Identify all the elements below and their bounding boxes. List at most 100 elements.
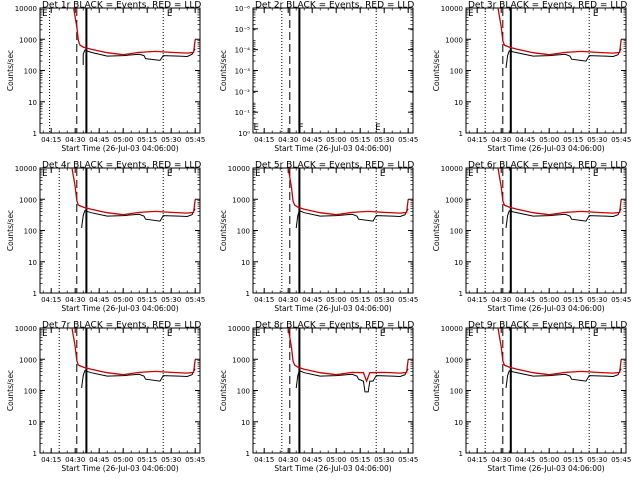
y-tick-label: 10000 xyxy=(15,325,37,333)
x-tick-label: 05:45 xyxy=(185,296,205,304)
series-line-events xyxy=(295,368,409,393)
y-tick-label: 1 xyxy=(459,290,463,298)
panel-title: Det 3r BLACK = Events, RED = LLD xyxy=(468,1,627,11)
panel-det-9: Det 9r BLACK = Events, RED = LLD Counts/s… xyxy=(432,321,631,474)
panel-title: Det 6r BLACK = Events, RED = LLD xyxy=(468,161,627,171)
x-tick-label: 04:30 xyxy=(491,456,511,464)
y-tick-label: 1 xyxy=(246,290,250,298)
plot-frame xyxy=(39,7,201,134)
series-line-events xyxy=(81,208,196,229)
x-tick-label: 05:00 xyxy=(326,296,346,304)
x-tick-label: 05:15 xyxy=(137,456,157,464)
x-tick-label: 04:30 xyxy=(65,456,85,464)
x-tick-label: 04:45 xyxy=(515,296,535,304)
y-axis-label: Counts/sec xyxy=(219,210,228,251)
x-axis-label: Start Time (26-Jul-03 04:06:00) xyxy=(274,464,391,473)
panel-title: Det 1r BLACK = Events, RED = LLD xyxy=(42,1,201,11)
panel-title: Det 7r BLACK = Events, RED = LLD xyxy=(42,321,201,331)
plot-frame xyxy=(252,327,414,454)
x-tick-label: 05:30 xyxy=(374,456,394,464)
series-line-events xyxy=(505,48,622,69)
x-tick-label: 04:45 xyxy=(302,296,322,304)
x-tick-label: 05:00 xyxy=(539,456,559,464)
y-tick-label: 10000 xyxy=(441,5,463,13)
y-tick-label: 10 xyxy=(28,419,37,427)
x-tick-label: 04:15 xyxy=(467,296,487,304)
y-tick-label: 1000 xyxy=(232,356,250,364)
y-tick-label: 1 xyxy=(33,290,37,298)
x-tick-label: 04:45 xyxy=(302,456,322,464)
x-axis-label: Start Time (26-Jul-03 04:06:00) xyxy=(61,304,178,313)
x-tick-label: 05:30 xyxy=(374,136,394,144)
x-axis-label: Start Time (26-Jul-03 04:06:00) xyxy=(487,464,604,473)
panel-det-4: Det 4r BLACK = Events, RED = LLD Counts/s… xyxy=(6,161,205,314)
y-tick-label: 10000 xyxy=(441,325,463,333)
y-tick-label: 10⁻⁶ xyxy=(235,5,251,13)
y-tick-label: 10 xyxy=(241,419,250,427)
series-line-events xyxy=(505,208,622,229)
x-tick-label: 04:45 xyxy=(89,456,109,464)
x-tick-label: 04:45 xyxy=(89,136,109,144)
y-tick-label: 10⁻¹ xyxy=(235,109,251,117)
y-tick-label: 100 xyxy=(24,388,37,396)
flag-label: E xyxy=(167,329,172,339)
series-line-lld xyxy=(71,328,196,376)
x-tick-label: 04:15 xyxy=(254,296,274,304)
series-line-lld xyxy=(497,328,622,376)
flag-label: E xyxy=(593,329,598,339)
y-tick-label: 10 xyxy=(454,419,463,427)
flag-label: E xyxy=(42,329,47,339)
y-tick-label: 10000 xyxy=(228,165,250,173)
x-tick-label: 04:45 xyxy=(515,456,535,464)
x-axis-label: Start Time (26-Jul-03 04:06:00) xyxy=(274,304,391,313)
y-tick-label: 10⁻⁵ xyxy=(235,26,251,34)
plot-frame xyxy=(252,7,414,134)
panel-title: Det 4r BLACK = Events, RED = LLD xyxy=(42,161,201,171)
panel-det-7: Det 7r BLACK = Events, RED = LLD Counts/s… xyxy=(6,321,205,474)
y-tick-label: 10 xyxy=(28,99,37,107)
x-tick-label: 04:30 xyxy=(278,296,298,304)
panel-det-1: Det 1r BLACK = Events, RED = LLD Counts/s… xyxy=(6,1,205,154)
x-tick-label: 04:30 xyxy=(491,296,511,304)
y-tick-label: 10⁻³ xyxy=(235,68,251,76)
y-tick-label: 10 xyxy=(28,259,37,267)
y-tick-label: 100 xyxy=(24,228,37,236)
y-tick-label: 10⁻² xyxy=(235,88,251,96)
x-tick-label: 05:45 xyxy=(398,456,418,464)
y-axis-label: Counts/sec xyxy=(6,370,15,411)
x-tick-label: 05:15 xyxy=(137,296,157,304)
x-axis-label: Start Time (26-Jul-03 04:06:00) xyxy=(487,304,604,313)
y-axis-label: Counts/sec xyxy=(219,50,228,91)
flag-label: E xyxy=(375,123,380,133)
flag-label: F xyxy=(298,123,303,133)
panel-title: Det 8r BLACK = Events, RED = LLD xyxy=(255,321,414,331)
x-tick-label: 05:30 xyxy=(161,296,181,304)
panel-det-6: Det 6r BLACK = Events, RED = LLD Counts/s… xyxy=(432,161,631,314)
x-tick-label: 05:00 xyxy=(539,296,559,304)
y-axis-label: Counts/sec xyxy=(6,50,15,91)
x-tick-label: 05:15 xyxy=(350,456,370,464)
panel-title: Det 9r BLACK = Events, RED = LLD xyxy=(468,321,627,331)
x-tick-label: 05:00 xyxy=(326,456,346,464)
y-tick-label: 100 xyxy=(450,228,463,236)
x-tick-label: 04:15 xyxy=(41,136,61,144)
x-tick-label: 05:15 xyxy=(350,296,370,304)
y-tick-label: 1000 xyxy=(445,196,463,204)
x-tick-label: 05:15 xyxy=(350,136,370,144)
x-tick-label: 04:45 xyxy=(89,296,109,304)
y-tick-label: 1 xyxy=(459,130,463,138)
y-tick-label: 10⁻⁴ xyxy=(235,47,251,55)
y-axis-label: Counts/sec xyxy=(432,210,441,251)
series-line-events xyxy=(295,208,409,229)
y-axis-label: Counts/sec xyxy=(432,50,441,91)
y-tick-label: 10000 xyxy=(15,165,37,173)
x-tick-label: 05:00 xyxy=(539,136,559,144)
x-tick-label: 05:00 xyxy=(113,456,133,464)
y-tick-label: 1 xyxy=(33,450,37,458)
x-tick-label: 05:30 xyxy=(374,296,394,304)
x-tick-label: 05:45 xyxy=(611,296,631,304)
x-tick-label: 05:30 xyxy=(161,136,181,144)
x-tick-label: 04:30 xyxy=(278,456,298,464)
y-tick-label: 100 xyxy=(237,228,250,236)
